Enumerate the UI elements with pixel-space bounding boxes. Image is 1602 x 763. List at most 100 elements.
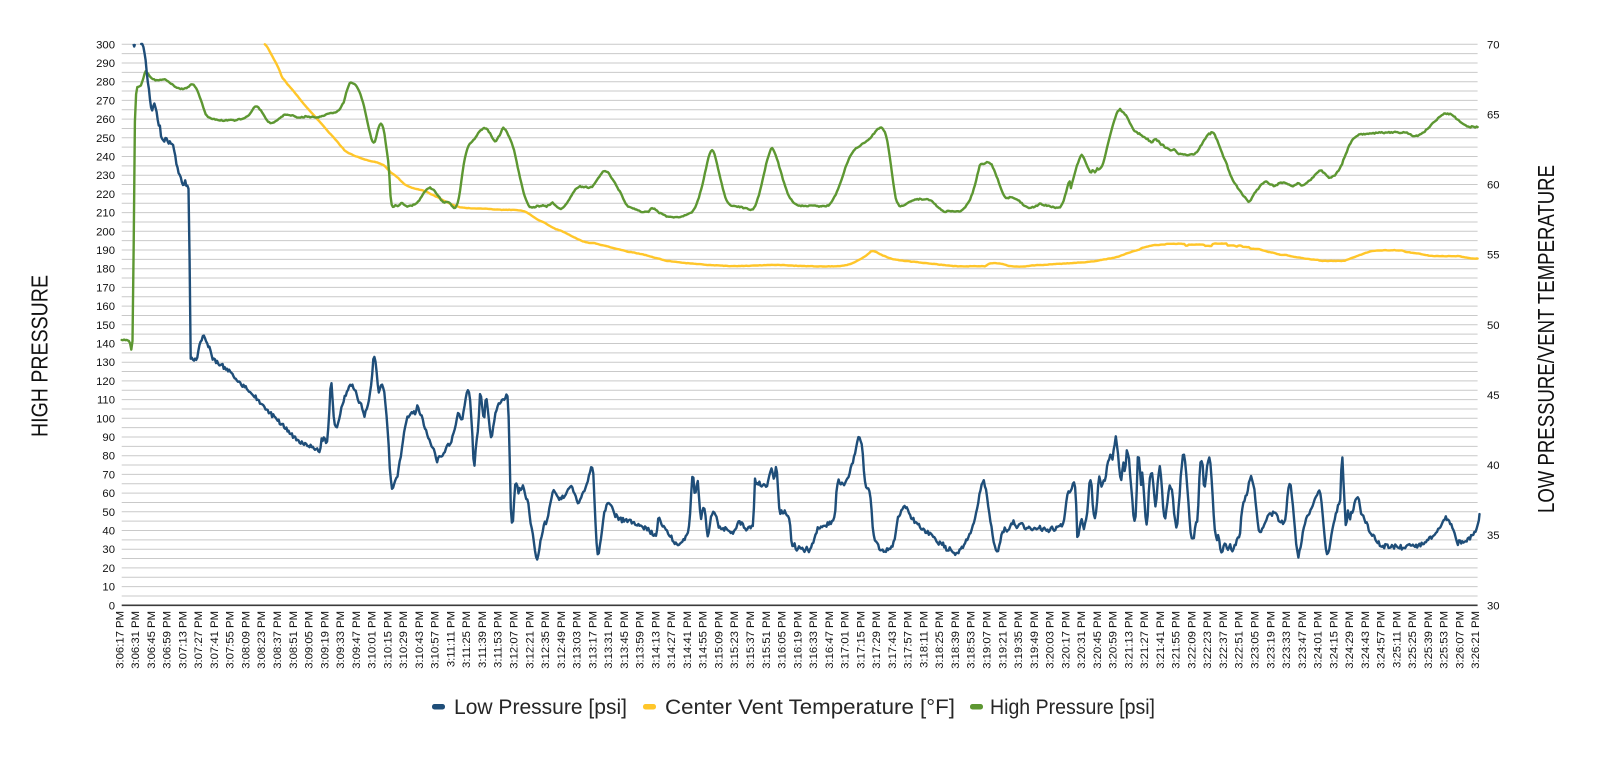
svg-text:High Pressure [psi]: High Pressure [psi]	[990, 695, 1155, 719]
svg-text:3:09:47 PM: 3:09:47 PM	[351, 611, 363, 669]
svg-text:3:17:57 PM: 3:17:57 PM	[903, 611, 915, 669]
svg-text:260: 260	[96, 114, 115, 126]
svg-text:3:12:35 PM: 3:12:35 PM	[540, 611, 552, 669]
svg-text:3:08:09 PM: 3:08:09 PM	[241, 611, 253, 669]
svg-text:3:08:51 PM: 3:08:51 PM	[288, 611, 300, 669]
svg-text:3:19:07 PM: 3:19:07 PM	[982, 611, 994, 669]
svg-text:3:22:09 PM: 3:22:09 PM	[1186, 611, 1198, 669]
svg-text:3:12:21 PM: 3:12:21 PM	[524, 611, 536, 669]
svg-text:130: 130	[96, 357, 115, 369]
svg-text:3:09:05 PM: 3:09:05 PM	[304, 611, 316, 669]
svg-text:3:06:45 PM: 3:06:45 PM	[146, 611, 158, 669]
svg-text:140: 140	[96, 339, 115, 351]
svg-text:200: 200	[96, 226, 115, 238]
svg-text:3:15:37 PM: 3:15:37 PM	[745, 611, 757, 669]
svg-text:3:23:47 PM: 3:23:47 PM	[1297, 611, 1309, 669]
svg-text:3:18:25 PM: 3:18:25 PM	[934, 611, 946, 669]
svg-text:3:21:55 PM: 3:21:55 PM	[1171, 611, 1183, 669]
svg-text:150: 150	[96, 320, 115, 332]
svg-text:3:24:15 PM: 3:24:15 PM	[1328, 611, 1340, 669]
svg-text:Low Pressure [psi]: Low Pressure [psi]	[454, 695, 627, 719]
svg-text:3:20:17 PM: 3:20:17 PM	[1060, 611, 1072, 669]
svg-text:190: 190	[96, 245, 115, 257]
svg-text:0: 0	[109, 600, 115, 612]
svg-text:65: 65	[1487, 109, 1500, 121]
svg-text:3:16:19 PM: 3:16:19 PM	[792, 611, 804, 669]
svg-text:170: 170	[96, 282, 115, 294]
svg-text:210: 210	[96, 208, 115, 220]
svg-text:3:10:43 PM: 3:10:43 PM	[414, 611, 426, 669]
svg-text:30: 30	[102, 544, 115, 556]
svg-text:3:17:01 PM: 3:17:01 PM	[840, 611, 852, 669]
svg-text:3:08:37 PM: 3:08:37 PM	[272, 611, 284, 669]
svg-text:3:07:13 PM: 3:07:13 PM	[177, 611, 189, 669]
svg-text:290: 290	[96, 58, 115, 70]
svg-text:100: 100	[96, 413, 115, 425]
svg-text:3:10:01 PM: 3:10:01 PM	[367, 611, 379, 669]
svg-text:3:25:39 PM: 3:25:39 PM	[1423, 611, 1435, 669]
svg-text:70: 70	[1487, 39, 1500, 51]
svg-text:3:20:31 PM: 3:20:31 PM	[1076, 611, 1088, 669]
svg-text:250: 250	[96, 133, 115, 145]
svg-text:3:26:21 PM: 3:26:21 PM	[1470, 611, 1482, 669]
svg-text:30: 30	[1487, 600, 1500, 612]
svg-text:230: 230	[96, 170, 115, 182]
svg-text:Center Vent Temperature [°F]: Center Vent Temperature [°F]	[665, 695, 955, 719]
svg-text:3:13:03 PM: 3:13:03 PM	[572, 611, 584, 669]
svg-text:3:11:53 PM: 3:11:53 PM	[493, 611, 505, 668]
svg-text:3:09:33 PM: 3:09:33 PM	[335, 611, 347, 669]
svg-text:160: 160	[96, 301, 115, 313]
svg-text:300: 300	[96, 39, 115, 51]
svg-text:3:13:31 PM: 3:13:31 PM	[603, 611, 615, 669]
svg-text:3:24:29 PM: 3:24:29 PM	[1344, 611, 1356, 669]
svg-text:LOW PRESSURE/VENT TEMPERATURE: LOW PRESSURE/VENT TEMPERATURE	[1533, 165, 1559, 513]
svg-text:3:25:11 PM: 3:25:11 PM	[1391, 611, 1403, 668]
svg-text:270: 270	[96, 95, 115, 107]
svg-text:3:16:05 PM: 3:16:05 PM	[777, 611, 789, 669]
svg-text:3:11:25 PM: 3:11:25 PM	[461, 611, 473, 668]
svg-text:3:19:21 PM: 3:19:21 PM	[997, 611, 1009, 669]
svg-text:3:06:17 PM: 3:06:17 PM	[114, 611, 126, 669]
svg-text:3:08:23 PM: 3:08:23 PM	[256, 611, 268, 669]
svg-text:3:16:33 PM: 3:16:33 PM	[808, 611, 820, 669]
svg-text:3:23:33 PM: 3:23:33 PM	[1281, 611, 1293, 669]
svg-text:180: 180	[96, 264, 115, 276]
svg-text:3:13:45 PM: 3:13:45 PM	[619, 611, 631, 669]
svg-text:3:12:07 PM: 3:12:07 PM	[509, 611, 521, 669]
svg-text:40: 40	[1487, 460, 1500, 472]
svg-text:3:14:27 PM: 3:14:27 PM	[666, 611, 678, 669]
svg-text:3:17:15 PM: 3:17:15 PM	[855, 611, 867, 669]
svg-text:120: 120	[96, 376, 115, 388]
svg-text:3:19:35 PM: 3:19:35 PM	[1013, 611, 1025, 669]
svg-text:3:12:49 PM: 3:12:49 PM	[556, 611, 568, 669]
svg-text:3:07:55 PM: 3:07:55 PM	[225, 611, 237, 669]
svg-text:3:15:09 PM: 3:15:09 PM	[714, 611, 726, 669]
svg-text:3:13:17 PM: 3:13:17 PM	[587, 611, 599, 669]
svg-text:3:23:05 PM: 3:23:05 PM	[1250, 611, 1262, 669]
svg-text:45: 45	[1487, 390, 1500, 402]
svg-text:3:17:29 PM: 3:17:29 PM	[871, 611, 883, 669]
svg-text:3:20:45 PM: 3:20:45 PM	[1092, 611, 1104, 669]
svg-text:3:10:15 PM: 3:10:15 PM	[382, 611, 394, 669]
svg-text:3:07:27 PM: 3:07:27 PM	[193, 611, 205, 669]
svg-text:3:09:19 PM: 3:09:19 PM	[319, 611, 331, 669]
svg-text:3:11:39 PM: 3:11:39 PM	[477, 611, 489, 668]
svg-text:3:22:51 PM: 3:22:51 PM	[1234, 611, 1246, 669]
svg-text:3:21:13 PM: 3:21:13 PM	[1123, 611, 1135, 669]
svg-text:3:15:23 PM: 3:15:23 PM	[729, 611, 741, 669]
svg-text:220: 220	[96, 189, 115, 201]
svg-text:3:20:59 PM: 3:20:59 PM	[1108, 611, 1120, 669]
svg-text:HIGH PRESSURE: HIGH PRESSURE	[27, 275, 53, 437]
svg-text:3:17:43 PM: 3:17:43 PM	[887, 611, 899, 669]
svg-text:3:16:47 PM: 3:16:47 PM	[824, 611, 836, 669]
svg-text:3:21:27 PM: 3:21:27 PM	[1139, 611, 1151, 669]
svg-text:50: 50	[102, 507, 115, 519]
svg-text:3:11:11 PM: 3:11:11 PM	[445, 611, 457, 667]
svg-text:60: 60	[1487, 180, 1500, 192]
svg-text:110: 110	[97, 395, 115, 407]
svg-text:3:25:25 PM: 3:25:25 PM	[1407, 611, 1419, 669]
svg-text:3:06:31 PM: 3:06:31 PM	[130, 611, 142, 669]
svg-text:90: 90	[102, 432, 115, 444]
svg-text:40: 40	[102, 526, 115, 538]
svg-text:3:21:41 PM: 3:21:41 PM	[1155, 611, 1167, 669]
